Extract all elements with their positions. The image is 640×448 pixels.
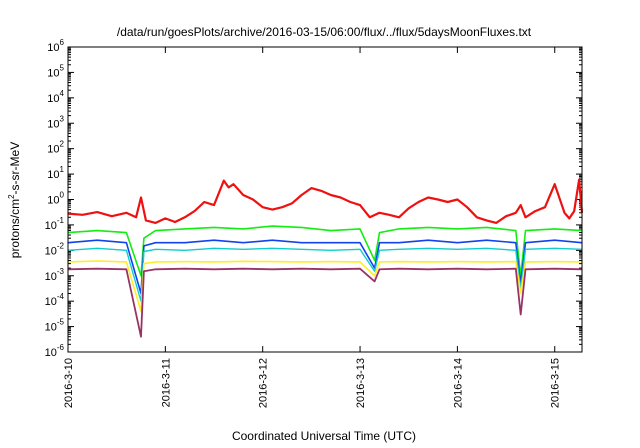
y-tick-base: 10: [47, 195, 59, 207]
y-tick-exponent: -3: [57, 267, 65, 276]
y-tick-label: 10-3: [45, 267, 65, 283]
y-tick-label: 102: [47, 140, 64, 156]
series-line: [67, 267, 583, 338]
y-tick-label: 100: [47, 191, 64, 207]
y-axis-ticks: 10-610-510-410-310-210-11001011021031041…: [45, 38, 582, 359]
y-tick-label: 106: [47, 38, 64, 54]
y-tick-exponent: -6: [57, 343, 65, 352]
series-line: [67, 247, 583, 302]
y-tick-base: 10: [47, 144, 59, 156]
y-tick-base: 10: [45, 347, 57, 359]
y-tick-label: 103: [47, 114, 64, 130]
y-tick-label: 10-6: [45, 343, 65, 359]
y-tick-base: 10: [47, 169, 59, 181]
y-tick-exponent: 2: [60, 140, 65, 149]
y-tick-label: 10-4: [45, 292, 65, 308]
x-tick-label: 2016-3-12: [258, 358, 270, 408]
y-tick-base: 10: [45, 322, 57, 334]
y-tick-exponent: 6: [60, 38, 65, 47]
x-tick-label: 2016-3-15: [550, 358, 562, 408]
plot-frame: [67, 46, 583, 353]
y-tick-exponent: 5: [60, 63, 65, 72]
y-tick-base: 10: [45, 220, 57, 232]
y-tick-base: 10: [45, 296, 57, 308]
y-tick-label: 10-2: [45, 241, 65, 257]
series-line: [67, 225, 583, 277]
y-tick-exponent: -4: [57, 292, 65, 301]
y-tick-exponent: -1: [57, 216, 65, 225]
y-tick-exponent: 3: [60, 114, 65, 123]
y-tick-base: 10: [45, 271, 57, 283]
y-tick-base: 10: [47, 118, 59, 130]
y-tick-exponent: -2: [57, 241, 65, 250]
y-axis-label-exponent: 2: [7, 194, 16, 199]
x-tick-label: 2016-3-11: [160, 358, 172, 407]
y-tick-label: 10-5: [45, 318, 65, 334]
y-tick-base: 10: [47, 42, 59, 54]
x-axis-ticks: 2016-3-10 2016-3-11 2016-3-12 2016-3-13 2016…: [63, 47, 562, 408]
chart-title: /data/run/goesPlots/archive/2016-03-15/0…: [117, 25, 532, 39]
y-tick-base: 10: [45, 245, 57, 257]
x-tick-label: 2016-3-10: [63, 358, 75, 408]
x-tick-label: 2016-3-13: [355, 358, 367, 408]
x-tick-label: 2016-3-14: [452, 358, 464, 408]
y-tick-label: 104: [47, 89, 64, 105]
y-tick-exponent: 4: [60, 89, 65, 98]
y-tick-base: 10: [47, 67, 59, 79]
y-axis-label: protons/cm2-s-sr-MeV: [7, 142, 22, 258]
x-axis-label: Coordinated Universal Time (UTC): [232, 429, 416, 443]
y-tick-label: 101: [47, 165, 64, 181]
series-lines: [67, 178, 584, 338]
series-line: [67, 178, 584, 224]
y-axis-label-unit: -s-sr-MeV: [8, 142, 22, 195]
y-tick-exponent: -5: [57, 318, 65, 327]
series-line: [67, 239, 583, 295]
y-tick-exponent: 0: [60, 191, 65, 200]
y-tick-base: 10: [47, 93, 59, 105]
y-axis-label-main: protons/cm: [8, 199, 22, 258]
y-tick-label: 10-1: [45, 216, 65, 232]
y-tick-label: 105: [47, 63, 64, 79]
y-tick-exponent: 1: [60, 165, 65, 174]
